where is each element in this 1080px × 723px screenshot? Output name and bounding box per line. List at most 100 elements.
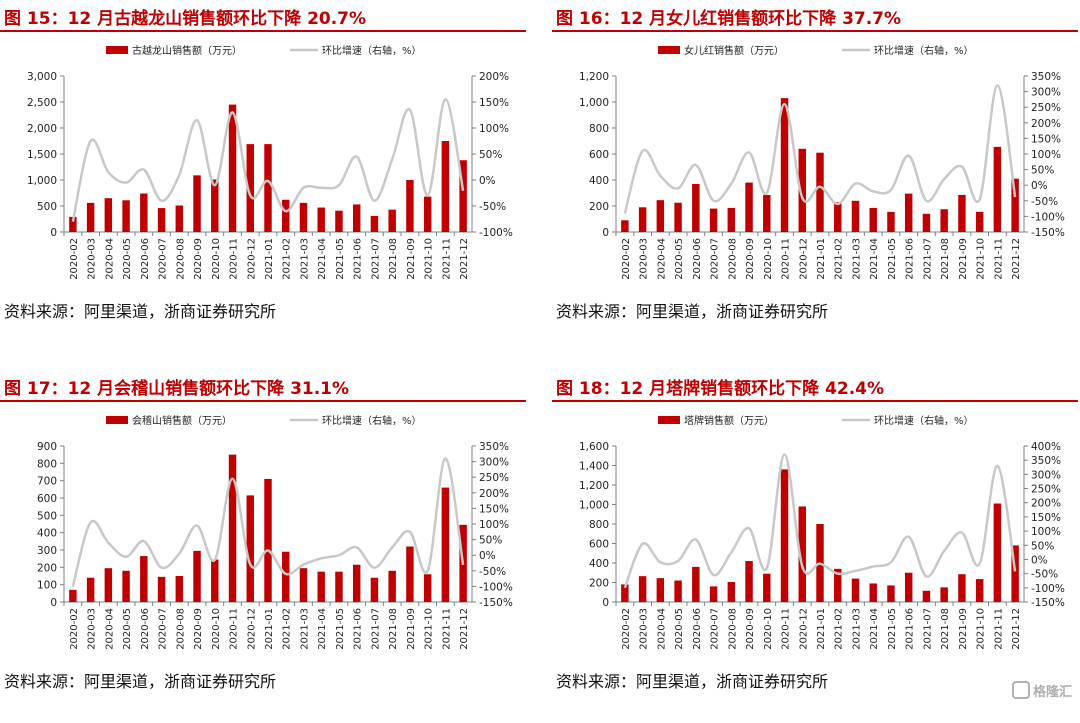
bar [904, 572, 913, 602]
x-tick-label: 2020-06 [140, 238, 151, 280]
y2-tick-label: -50% [479, 201, 506, 213]
bar [993, 146, 1002, 232]
y2-tick-label: 200% [479, 71, 509, 83]
x-tick-label: 2021-08 [388, 608, 399, 650]
title-rule [0, 400, 526, 402]
y-tick-label: 0 [50, 227, 57, 239]
y2-tick-label: 50% [1031, 540, 1054, 552]
bar [157, 208, 166, 232]
bar [656, 578, 665, 602]
y2-tick-label: -50% [1031, 196, 1058, 208]
y-tick-label: 800 [37, 458, 57, 470]
x-tick-label: 2021-07 [370, 608, 381, 650]
bar [763, 573, 771, 602]
bar [638, 207, 647, 232]
x-tick-label: 2021-01 [816, 608, 827, 650]
x-tick-label: 2021-10 [424, 608, 435, 650]
bar [798, 148, 806, 232]
x-tick-label: 2021-10 [976, 608, 987, 650]
bar [869, 207, 877, 232]
bar [798, 506, 806, 602]
x-tick-label: 2021-09 [958, 608, 969, 650]
y-tick-label: 1,000 [27, 175, 57, 187]
x-tick-label: 2021-04 [317, 608, 328, 650]
chart-title: 图 17：12 月会稽山销售额环比下降 31.1% [4, 379, 350, 399]
x-tick-label: 2020-07 [158, 238, 169, 280]
x-tick-label: 2020-08 [175, 238, 186, 280]
bar [388, 209, 396, 232]
bar [621, 220, 629, 232]
x-tick-label: 2021-12 [1011, 238, 1022, 280]
title-rule [552, 30, 1078, 32]
x-tick-label: 2021-11 [441, 608, 452, 650]
x-tick-label: 2020-07 [710, 238, 721, 280]
y-tick-label: 700 [37, 476, 57, 488]
y2-tick-label: 150% [479, 503, 509, 515]
bar [922, 590, 931, 602]
x-tick-label: 2020-12 [798, 238, 809, 280]
combo-chart: 古越龙山销售额（万元） 环比增速（右轴，%） 0 500 1,000 1,500 2,000… [27, 44, 513, 280]
bar [656, 200, 665, 232]
bar [299, 568, 308, 602]
x-tick-label: 2021-05 [335, 608, 346, 650]
x-tick-label: 2021-05 [887, 238, 898, 280]
y-tick-label: 0 [50, 597, 57, 609]
x-tick-label: 2021-05 [887, 608, 898, 650]
bar [228, 454, 237, 602]
bar [122, 200, 130, 232]
bar [745, 561, 753, 602]
title-rule [552, 400, 1078, 402]
bar [370, 215, 379, 232]
chart-panel-17: 图 17：12 月会稽山销售额环比下降 31.1% 会稽山销售额（万元） 环比增速… [0, 370, 540, 723]
bar [423, 574, 432, 602]
x-tick-label: 2021-03 [299, 238, 310, 280]
x-tick-label: 2020-04 [104, 238, 115, 280]
y-tick-label: 1,200 [579, 71, 609, 83]
x-tick-label: 2021-03 [851, 608, 862, 650]
y-tick-label: 600 [589, 539, 609, 551]
y2-tick-label: 250% [479, 472, 509, 484]
bar [727, 582, 736, 602]
legend-bar-label: 古越龙山销售额（万元） [132, 44, 242, 57]
x-tick-label: 2021-10 [976, 238, 987, 280]
y2-tick-label: 350% [1031, 455, 1061, 467]
x-tick-label: 2021-06 [905, 608, 916, 650]
bar [406, 546, 414, 602]
bar [834, 568, 842, 602]
y2-tick-label: 0% [479, 550, 496, 562]
combo-chart: 塔牌销售额（万元） 环比增速（右轴，%） 0 200 400 600 800 1,000 1,2… [579, 414, 1065, 650]
bar [423, 196, 432, 232]
bar [638, 576, 647, 602]
x-tick-label: 2020-06 [692, 608, 703, 650]
y2-tick-label: 300% [479, 457, 509, 469]
bar [69, 216, 77, 232]
bar [299, 202, 308, 232]
x-tick-label: 2021-02 [834, 608, 845, 650]
bar [869, 583, 877, 602]
y2-tick-label: -150% [1031, 227, 1065, 239]
legend-line-label: 环比增速（右轴，%） [874, 414, 974, 427]
x-tick-label: 2020-02 [621, 238, 632, 280]
bar [140, 193, 148, 232]
bar [282, 199, 290, 232]
bar [211, 559, 219, 602]
watermark-text: 格隆汇 [1032, 685, 1072, 700]
bar [975, 579, 984, 602]
y2-tick-label: 100% [479, 123, 509, 135]
chart-source: 资料来源：阿里渠道，浙商证券研究所 [4, 672, 277, 691]
x-tick-label: 2021-08 [940, 608, 951, 650]
x-tick-label: 2020-08 [175, 608, 186, 650]
x-tick-label: 2020-09 [193, 608, 204, 650]
y2-tick-label: 50% [479, 149, 502, 161]
combo-chart: 女儿红销售额（万元） 环比增速（右轴，%） 0 200 400 600 800 1,000 1,… [579, 44, 1065, 280]
y2-tick-label: -100% [1031, 583, 1065, 595]
x-tick-label: 2021-02 [282, 608, 293, 650]
legend-bar-swatch [106, 416, 128, 424]
chart-title: 图 18：12 月塔牌销售额环比下降 42.4% [556, 379, 885, 399]
x-tick-label: 2020-02 [69, 608, 80, 650]
x-tick-label: 2020-12 [246, 608, 257, 650]
bar [175, 205, 184, 232]
x-tick-label: 2021-11 [441, 238, 452, 280]
x-tick-label: 2020-11 [781, 608, 792, 650]
y2-tick-label: -150% [479, 597, 513, 609]
